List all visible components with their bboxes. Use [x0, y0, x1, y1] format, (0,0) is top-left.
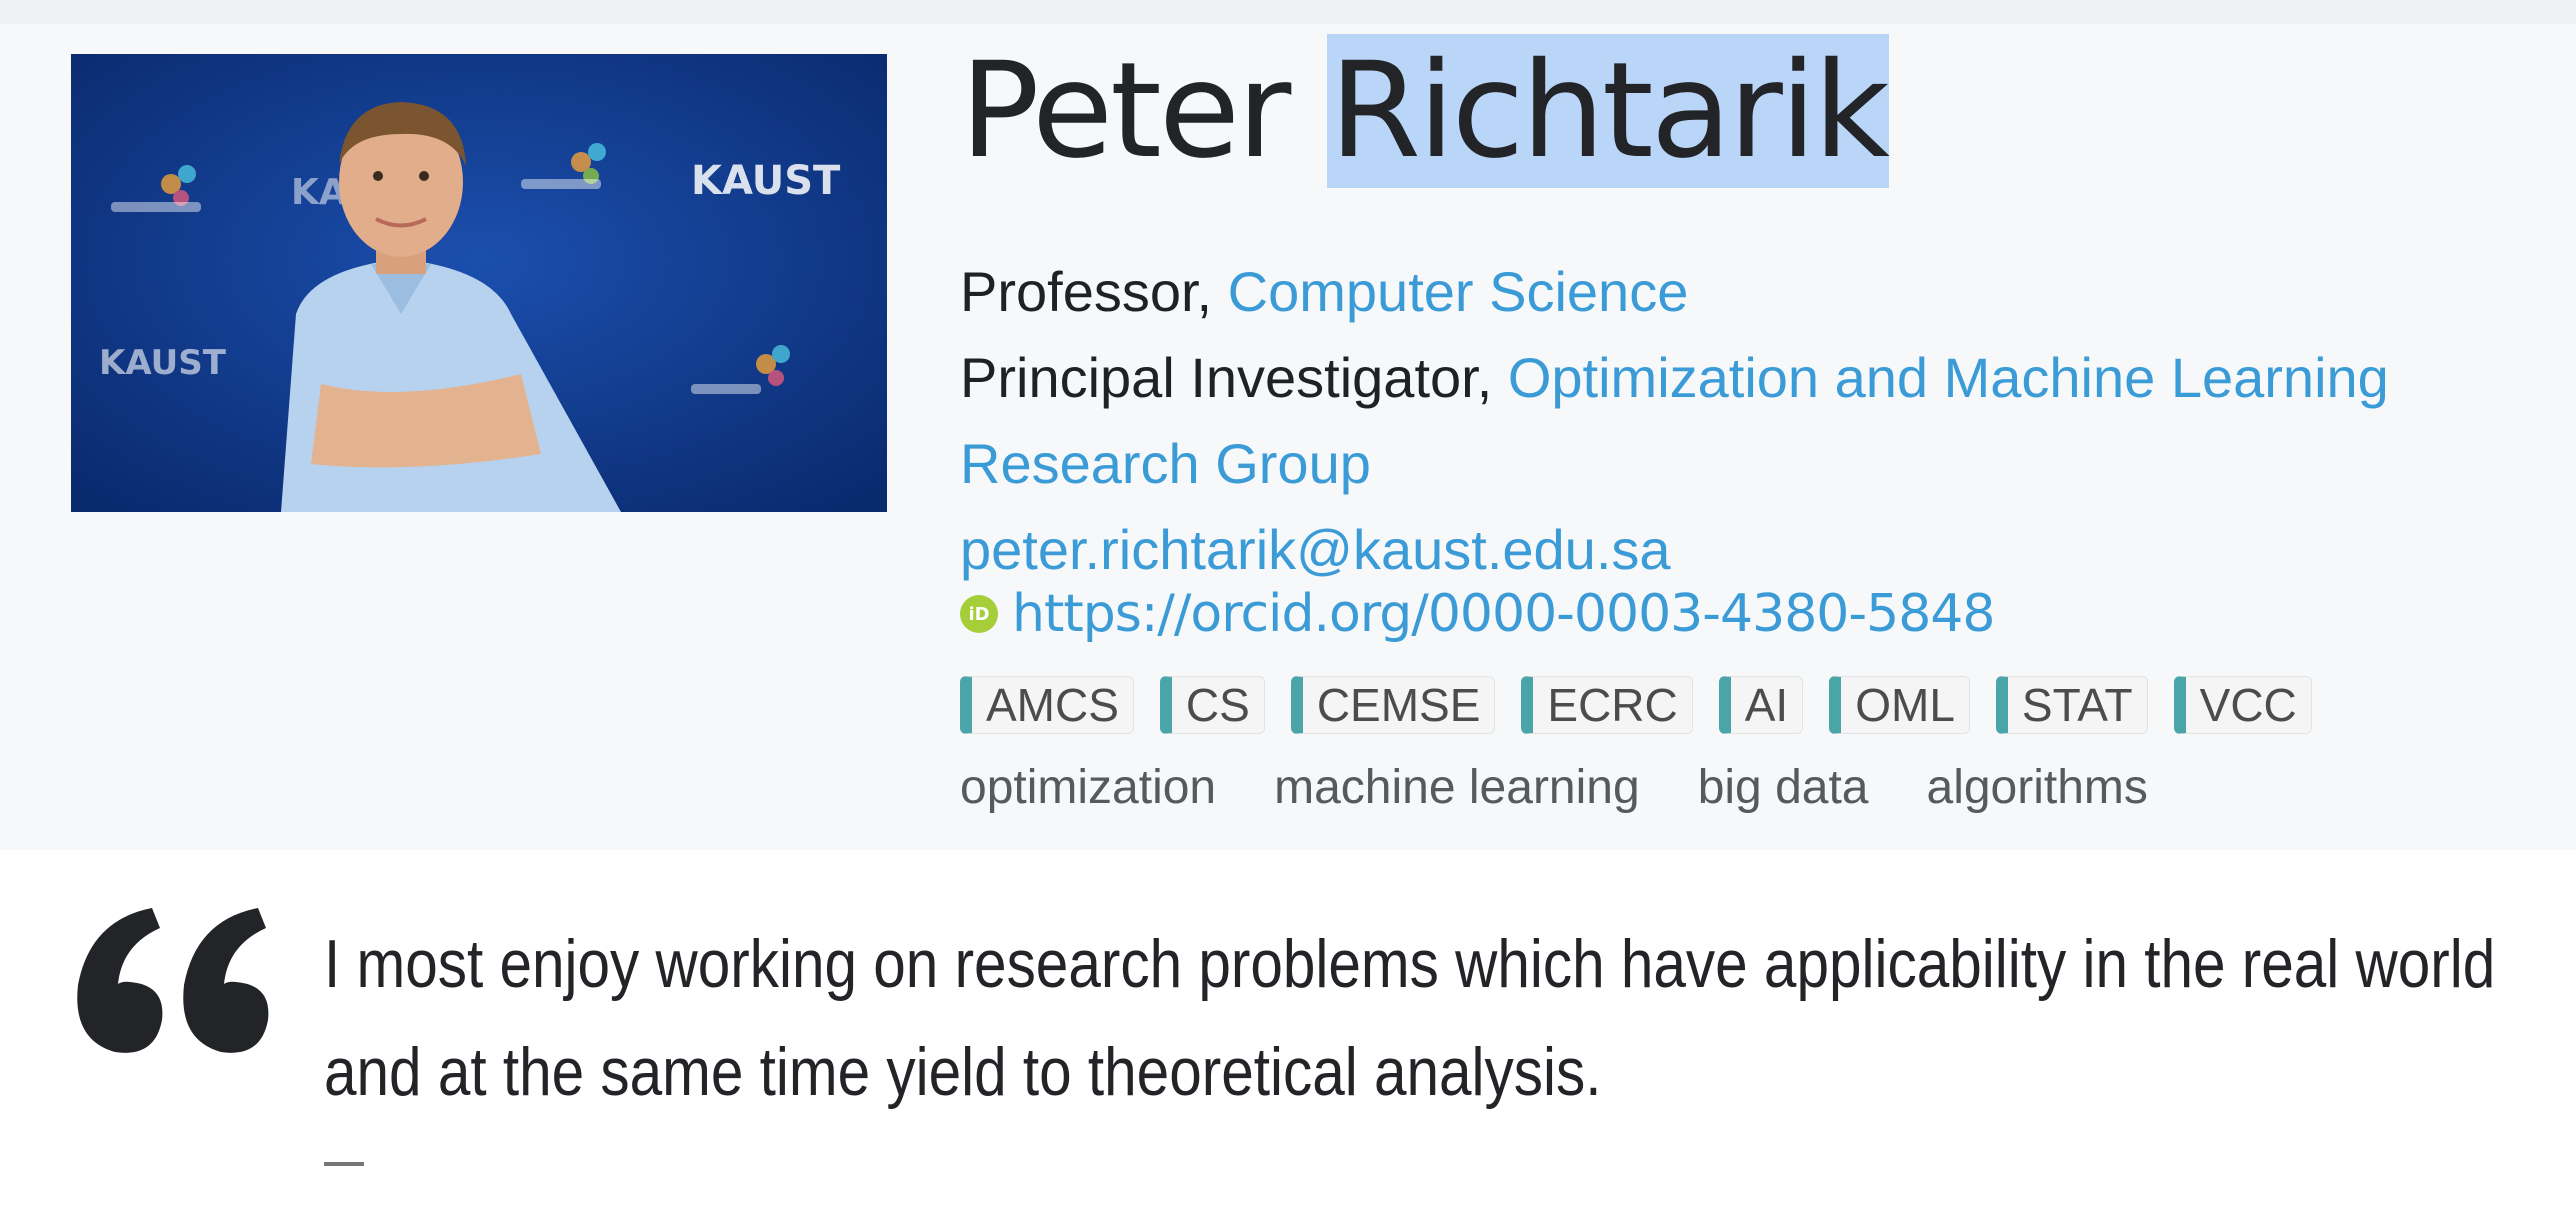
- top-bar: [0, 0, 2576, 25]
- affiliation-tags: AMCS CS CEMSE ECRC AI OML STAT VCC: [960, 676, 2312, 736]
- tag-ai[interactable]: AI: [1718, 676, 1804, 734]
- page-title: Peter Richtarik: [960, 34, 1890, 188]
- pi-role: Principal Investigator,: [960, 346, 1508, 409]
- department-link[interactable]: Computer Science: [1227, 260, 1689, 323]
- orcid-line: iD https://orcid.org/0000-0003-4380-5848: [960, 574, 1995, 654]
- pi-line-continued: Research Group: [960, 424, 1371, 504]
- profile-photo: KAUST KAUST KAUST: [71, 54, 887, 512]
- email-link[interactable]: peter.richtarik@kaust.edu.sa: [960, 518, 1671, 581]
- quote-attribution-dash: [324, 1162, 364, 1166]
- keyword[interactable]: algorithms: [1926, 761, 2148, 814]
- keyword[interactable]: machine learning: [1274, 761, 1640, 814]
- orcid-icon: iD: [960, 595, 998, 633]
- tag-oml[interactable]: OML: [1829, 676, 1970, 734]
- tag-ecrc[interactable]: ECRC: [1521, 676, 1693, 734]
- position-line: Professor, Computer Science: [960, 252, 1688, 332]
- research-group-link-continued[interactable]: Research Group: [960, 432, 1371, 495]
- tag-stat[interactable]: STAT: [1995, 676, 2148, 734]
- quote-mark-icon: [77, 908, 269, 1053]
- keyword[interactable]: big data: [1697, 761, 1869, 814]
- orcid-link[interactable]: https://orcid.org/0000-0003-4380-5848: [1012, 584, 1995, 644]
- name-first: Peter: [960, 34, 1328, 188]
- research-group-link[interactable]: Optimization and Machine Learning: [1507, 346, 2389, 409]
- pi-line: Principal Investigator, Optimization and…: [960, 338, 2389, 418]
- position-role: Professor,: [960, 260, 1228, 323]
- backdrop-logo-text: KAUST: [99, 343, 227, 383]
- research-keywords: optimization machine learning big data a…: [960, 760, 2148, 830]
- tag-vcc[interactable]: VCC: [2173, 676, 2312, 734]
- tag-cs[interactable]: CS: [1159, 676, 1265, 734]
- email-line: peter.richtarik@kaust.edu.sa: [960, 510, 1671, 590]
- tag-cemse[interactable]: CEMSE: [1290, 676, 1496, 734]
- name-last-selected: Richtarik: [1327, 34, 1890, 188]
- backdrop-logo-text: KAUST: [691, 158, 841, 204]
- quote-text: I most enjoy working on research problem…: [324, 926, 2496, 1110]
- keyword[interactable]: optimization: [960, 761, 1217, 814]
- tag-amcs[interactable]: AMCS: [960, 676, 1134, 734]
- profile-header: KAUST KAUST KAUST: [0, 24, 2576, 850]
- quote-section: I most enjoy working on research problem…: [0, 850, 2576, 1222]
